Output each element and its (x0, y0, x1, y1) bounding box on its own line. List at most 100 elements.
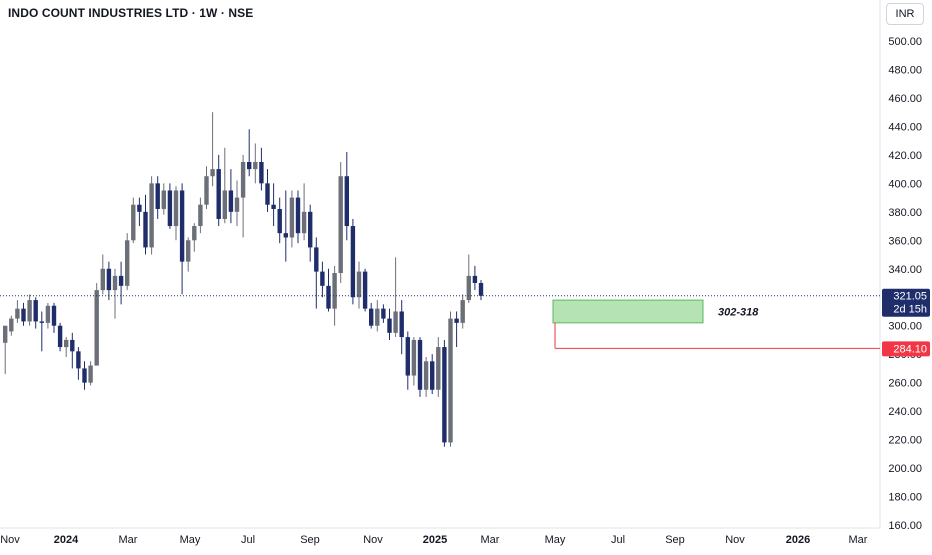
candle (27, 294, 32, 326)
x-tick-label: Mar (119, 534, 138, 546)
candle-body (417, 339, 423, 390)
candle-body (57, 325, 63, 348)
candle-body (362, 271, 368, 309)
candle-body (344, 176, 349, 227)
candle-body (131, 204, 136, 241)
candle (295, 190, 301, 244)
candle-body (118, 275, 124, 286)
candle (228, 169, 234, 224)
candle-body (356, 271, 362, 298)
candle-body (27, 300, 32, 322)
candle (143, 194, 148, 255)
candle-body (399, 311, 404, 338)
y-tick-label: 180.00 (888, 492, 922, 504)
x-tick-label: Sep (300, 534, 320, 546)
candle (9, 315, 14, 336)
currency-button[interactable]: INR (886, 3, 924, 25)
candle-body (204, 176, 209, 205)
candle (466, 254, 471, 303)
candle (381, 304, 386, 323)
y-tick-label: 500.00 (888, 36, 922, 48)
candle-body (186, 240, 191, 262)
candle (454, 311, 459, 348)
candle-body (125, 240, 130, 286)
x-tick-label: Jul (241, 534, 255, 546)
candle (125, 233, 130, 291)
candle-body (326, 285, 331, 309)
candle (417, 337, 423, 397)
last-price-label-box (882, 288, 930, 317)
candle-body (76, 351, 81, 369)
candle-body (167, 190, 173, 227)
y-tick-label: 160.00 (888, 520, 922, 532)
candle (149, 176, 154, 255)
candle-body (436, 347, 441, 390)
candle-body (271, 204, 276, 209)
candle-body (9, 318, 14, 332)
candle (51, 302, 57, 333)
y-tick-label: 380.00 (888, 207, 922, 219)
candle-body (448, 318, 453, 443)
candle-body (478, 283, 484, 296)
candle (234, 180, 240, 227)
candle-body (442, 347, 447, 443)
candle (131, 197, 136, 244)
y-tick-label: 460.00 (888, 93, 922, 105)
candle-body (277, 208, 282, 234)
candle (70, 332, 75, 369)
candle (436, 337, 441, 397)
x-tick-label: 2024 (54, 534, 79, 546)
countdown-label: 2d 15h (893, 304, 927, 316)
candle (210, 112, 215, 187)
y-tick-label: 420.00 (888, 150, 922, 162)
x-tick-label: Mar (849, 534, 868, 546)
candle-body (228, 190, 234, 212)
candle-body (320, 271, 325, 286)
candle (15, 300, 20, 323)
candle (186, 237, 191, 272)
x-tick-label: Nov (725, 534, 745, 546)
candle-body (308, 211, 313, 248)
candle (442, 339, 447, 447)
candle-body (247, 162, 252, 170)
candle-body (173, 190, 179, 227)
candle (222, 147, 227, 224)
candle (100, 254, 105, 295)
candle-body (64, 339, 69, 348)
candle-body (15, 308, 20, 319)
candle-body (192, 226, 197, 241)
candle-body (149, 183, 154, 248)
x-tick-label: May (180, 534, 201, 546)
candle-body (466, 275, 471, 301)
candle (362, 268, 368, 312)
x-tick-label: 2026 (786, 534, 810, 546)
candle-body (375, 308, 380, 326)
candle-body (332, 273, 337, 309)
y-tick-label: 260.00 (888, 378, 922, 390)
candle-body (350, 226, 356, 298)
candle-body (21, 308, 26, 322)
candle-body (265, 183, 270, 205)
candle (82, 361, 87, 390)
candle (94, 283, 99, 366)
candle-body (460, 300, 465, 323)
candle (301, 183, 307, 241)
candle (338, 162, 343, 283)
candle (240, 154, 246, 238)
candle (45, 302, 51, 329)
candle (283, 190, 288, 262)
candle (64, 337, 69, 358)
candle (387, 308, 392, 340)
candle (204, 166, 209, 209)
y-tick-label: 440.00 (888, 121, 922, 133)
candle-body (387, 318, 392, 333)
candle (271, 183, 276, 227)
x-tick-label: Mar (481, 534, 500, 546)
candle-body (430, 361, 435, 390)
candle-body (39, 321, 44, 323)
candle-body (45, 305, 51, 323)
candle (350, 218, 356, 305)
candle-body (295, 197, 301, 234)
